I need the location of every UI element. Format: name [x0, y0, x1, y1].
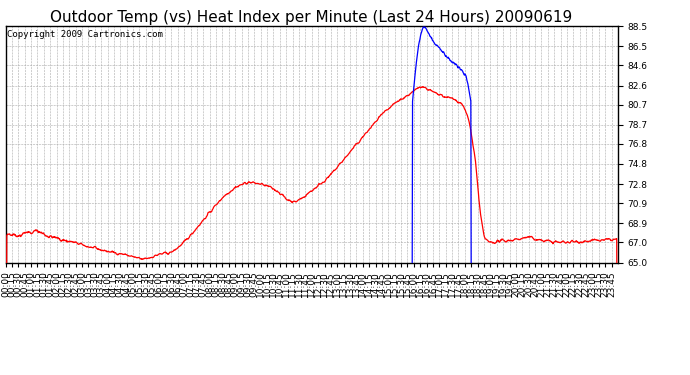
Text: Copyright 2009 Cartronics.com: Copyright 2009 Cartronics.com — [7, 30, 163, 39]
Title: Outdoor Temp (vs) Heat Index per Minute (Last 24 Hours) 20090619: Outdoor Temp (vs) Heat Index per Minute … — [50, 10, 573, 25]
